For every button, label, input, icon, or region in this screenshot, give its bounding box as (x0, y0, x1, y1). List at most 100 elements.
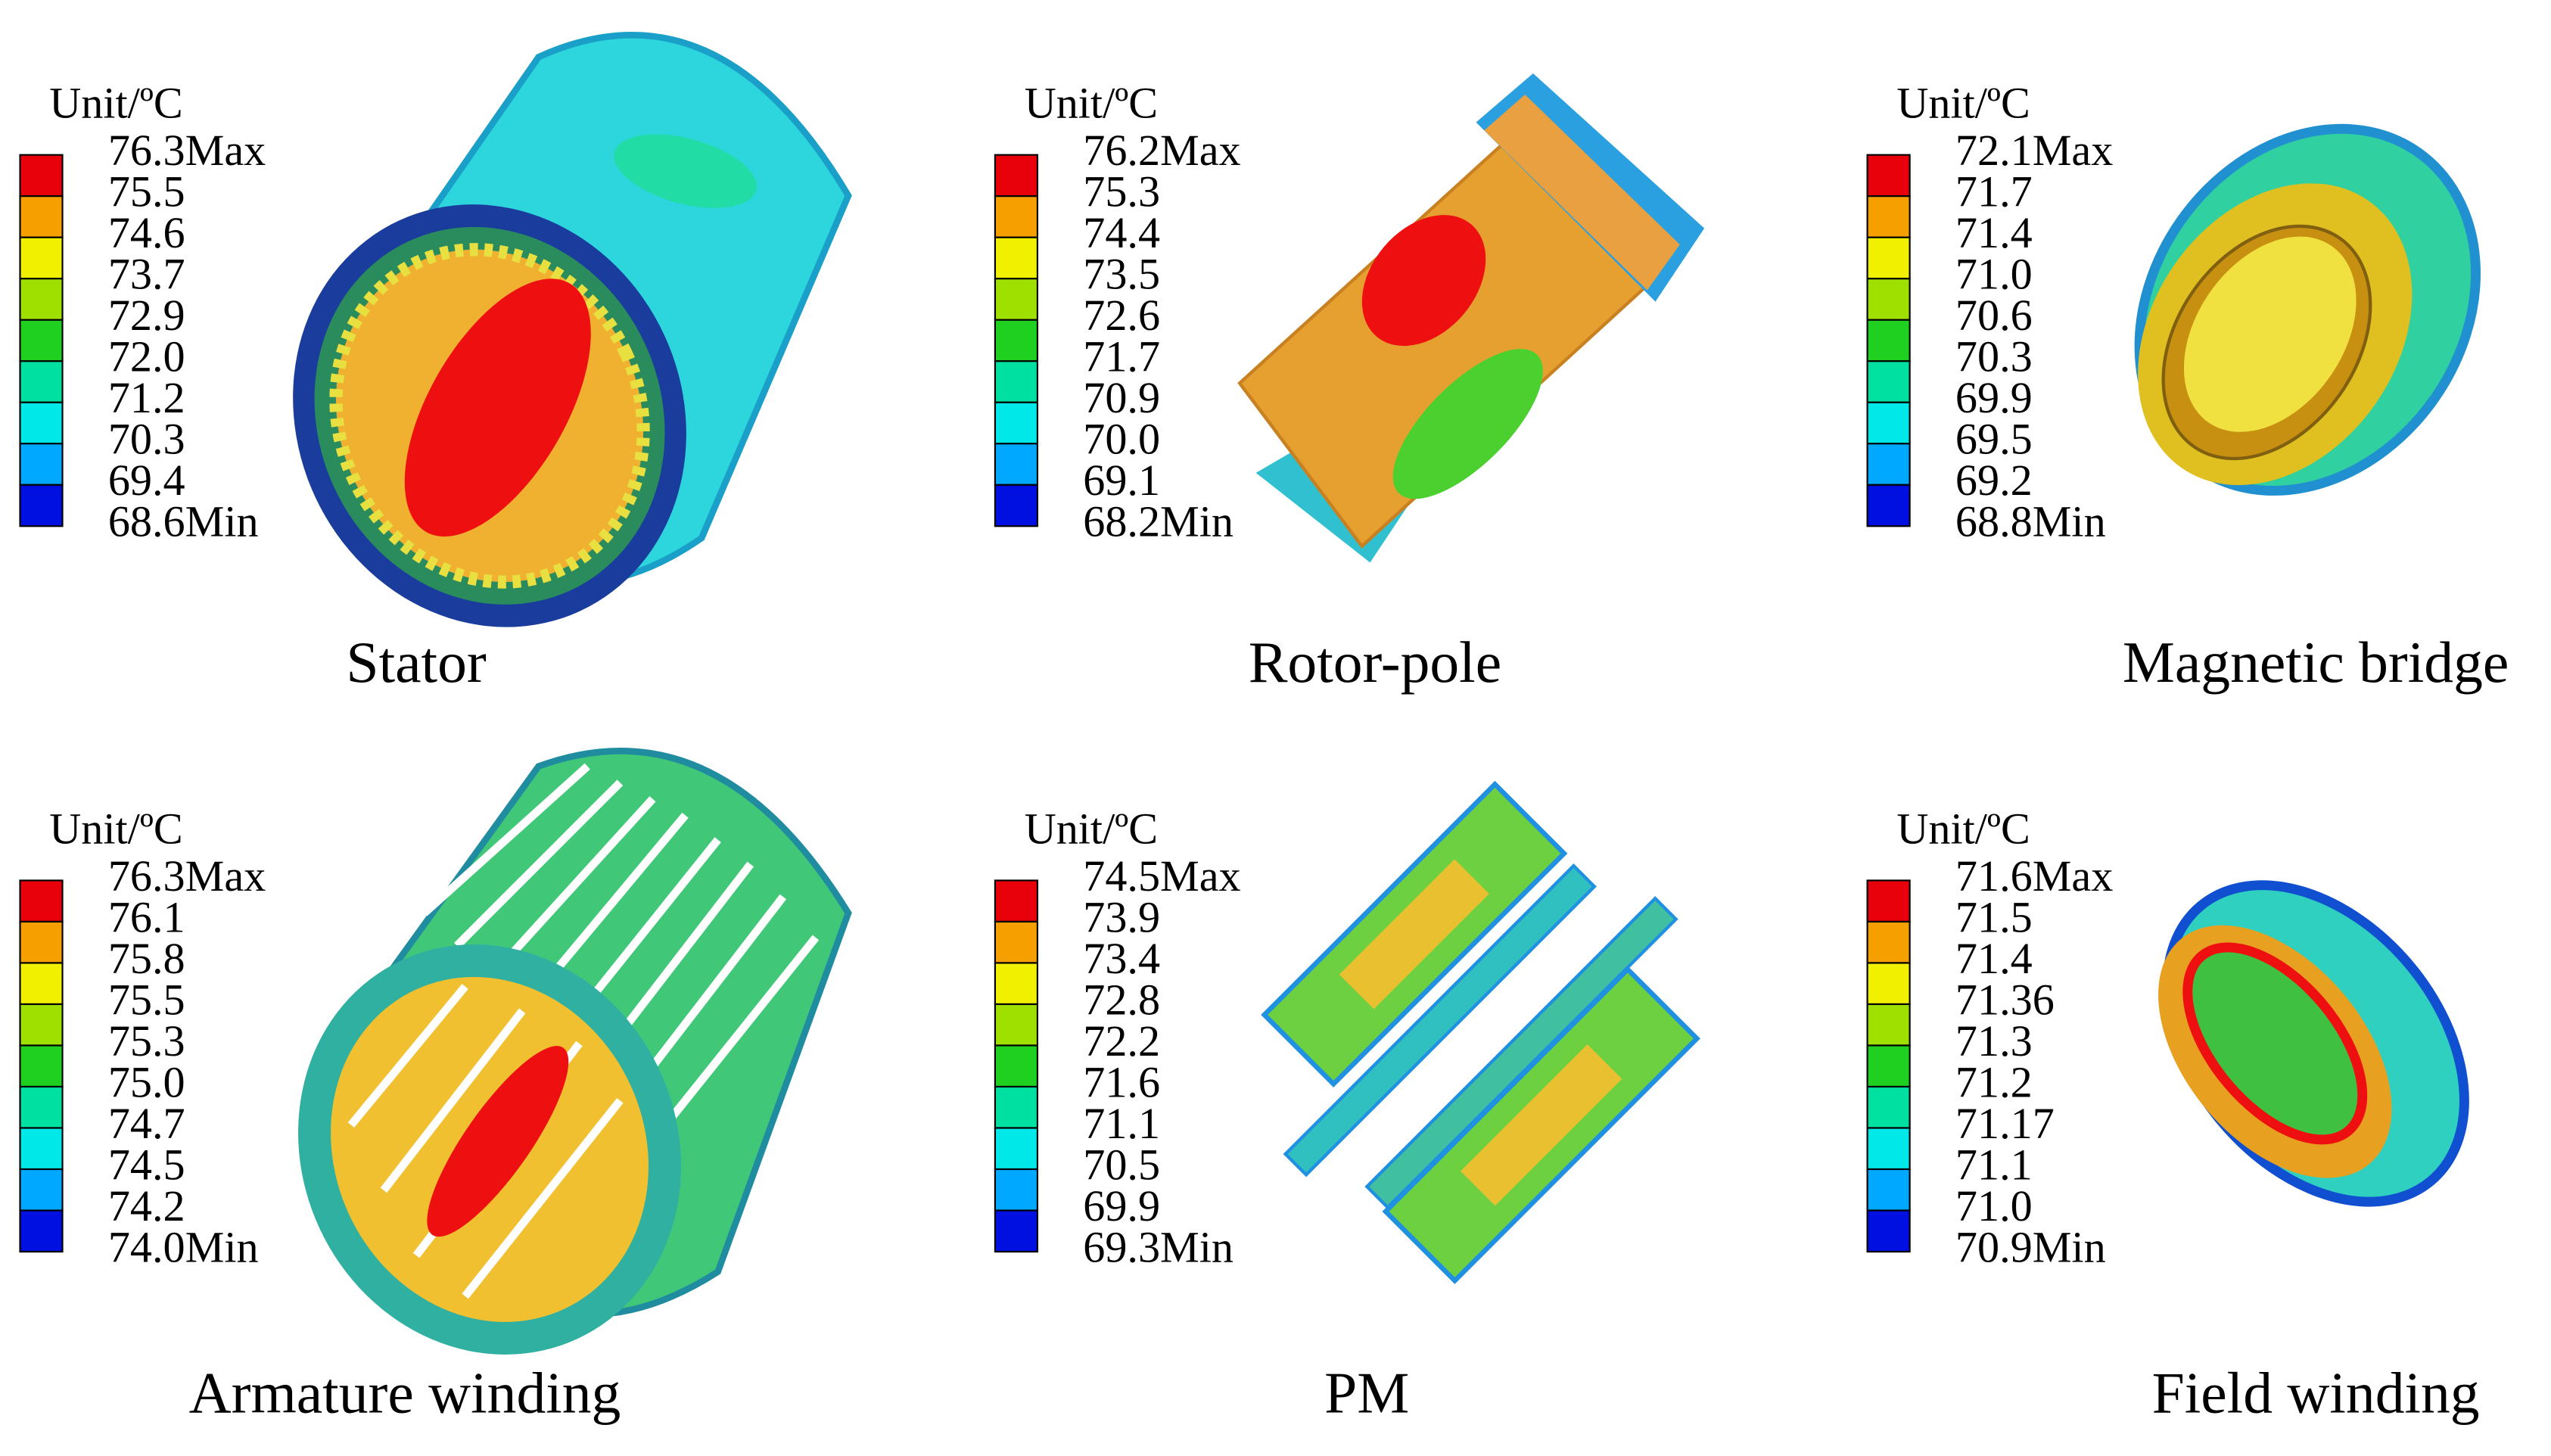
caption: Magnetic bridge (2123, 630, 2509, 695)
legend-label: 71.3 (1955, 1016, 2033, 1066)
legend-unit: Unit/ºC (1025, 79, 1158, 128)
legend-cell (994, 443, 1039, 486)
legend-cell (994, 962, 1039, 1006)
stator-model (293, 32, 852, 627)
legend-cell (19, 278, 64, 321)
legend-label: 68.6Min (108, 497, 259, 546)
legend-label: 71.5 (1955, 892, 2033, 941)
legend-cell (994, 879, 1039, 923)
legend-label: 71.1 (1083, 1099, 1160, 1148)
legend-cell (994, 1127, 1039, 1171)
legend-label: 74.6 (108, 208, 185, 257)
legend-label: 75.3 (108, 1016, 185, 1066)
legend-label: 71.4 (1955, 208, 2033, 257)
legend-label: 75.5 (108, 975, 185, 1024)
magnetic-bridge-model (2134, 123, 2481, 496)
legend-label: 73.4 (1083, 934, 1160, 983)
legend-cell (1866, 484, 1911, 527)
caption: Stator (346, 630, 486, 695)
legend-label: 74.7 (108, 1099, 185, 1148)
legend-cell (994, 319, 1039, 362)
legend-label: 71.2 (108, 373, 185, 422)
legend-cell (19, 1127, 64, 1171)
caption: PM (1324, 1360, 1409, 1425)
legend-label: 70.5 (1083, 1140, 1160, 1189)
legend-cell (994, 484, 1039, 527)
armature-winding-model (298, 748, 852, 1355)
legend-label: 68.2Min (1083, 497, 1234, 546)
legend-label: 75.8 (108, 934, 185, 983)
legend-cell (1866, 360, 1911, 403)
caption: Field winding (2152, 1360, 2480, 1425)
legend-unit: Unit/ºC (1025, 804, 1158, 853)
legend-cell (994, 360, 1039, 403)
legend-unit: Unit/ºC (49, 804, 182, 853)
legend-cell (1866, 920, 1911, 964)
legend-cell (19, 443, 64, 486)
legend-label: 70.3 (1955, 332, 2033, 381)
legend-cell (994, 195, 1039, 238)
legend-label: 71.7 (1083, 332, 1160, 381)
legend-label: 70.9Min (1955, 1222, 2106, 1271)
caption: Rotor-pole (1249, 630, 1501, 695)
legend-label: 73.9 (1083, 892, 1160, 941)
legend-label: 74.5 (108, 1140, 185, 1189)
legend-unit: Unit/ºC (1896, 804, 2030, 853)
legend-label: 72.9 (108, 291, 185, 340)
legend-label: 69.5 (1955, 415, 2033, 464)
legend-label: 72.6 (1083, 291, 1160, 340)
legend-cell (1866, 401, 1911, 445)
legend-cell (19, 920, 64, 964)
legend-cell (19, 962, 64, 1006)
legend-label: 71.6Max (1955, 851, 2113, 901)
legend-cell (1866, 1044, 1911, 1088)
legend-cell (994, 1168, 1039, 1212)
legend-label: 74.0Min (108, 1222, 259, 1271)
legend-label: 69.3Min (1083, 1222, 1234, 1271)
legend-cell (1866, 195, 1911, 238)
legend-cell (19, 360, 64, 403)
legend-cell (19, 1168, 64, 1212)
legend-label: 71.6 (1083, 1057, 1160, 1106)
legend-cell (19, 1044, 64, 1088)
rotor-pole-model (1237, 73, 1705, 563)
legend-label: 75.3 (1083, 167, 1160, 216)
legend-cell (1866, 962, 1911, 1006)
legend-label: 74.4 (1083, 208, 1160, 257)
legend-label: 71.7 (1955, 167, 2033, 216)
caption: Armature winding (189, 1360, 621, 1425)
legend-cell (994, 920, 1039, 964)
legend-label: 70.0 (1083, 415, 1160, 464)
legend-cell (1866, 1085, 1911, 1129)
legend-label: 69.9 (1955, 373, 2033, 422)
legend-cell (994, 1085, 1039, 1129)
legend-cell (1866, 1003, 1911, 1047)
legend-label: 76.3Max (108, 851, 266, 901)
legend-label: 75.5 (108, 167, 185, 216)
legend-cell (19, 879, 64, 923)
legend-cell (19, 319, 64, 362)
legend-label: 74.5Max (1083, 851, 1240, 901)
legend-label: 71.2 (1955, 1057, 2033, 1106)
legend-label: 74.2 (108, 1181, 185, 1230)
legend-label: 69.1 (1083, 456, 1160, 505)
legend-cell (19, 154, 64, 198)
legend-label: 71.0 (1955, 1181, 2033, 1230)
legend-label: 76.1 (108, 892, 185, 941)
legend-unit: Unit/ºC (1896, 79, 2030, 128)
legend-cell (19, 1209, 64, 1253)
legend-cell (1866, 1168, 1911, 1212)
legend-cell (19, 236, 64, 280)
legend-cell (19, 195, 64, 238)
legend-label: 71.1 (1955, 1140, 2033, 1189)
legend-unit: Unit/ºC (49, 79, 182, 128)
legend-label: 69.4 (108, 456, 185, 505)
legend-cell (1866, 278, 1911, 321)
legend-cell (994, 154, 1039, 198)
legend-label: 69.2 (1955, 456, 2033, 505)
legend-cell (19, 484, 64, 527)
legend-label: 72.2 (1083, 1016, 1160, 1066)
legend-label: 76.3Max (108, 126, 266, 175)
legend-label: 71.4 (1955, 934, 2033, 983)
